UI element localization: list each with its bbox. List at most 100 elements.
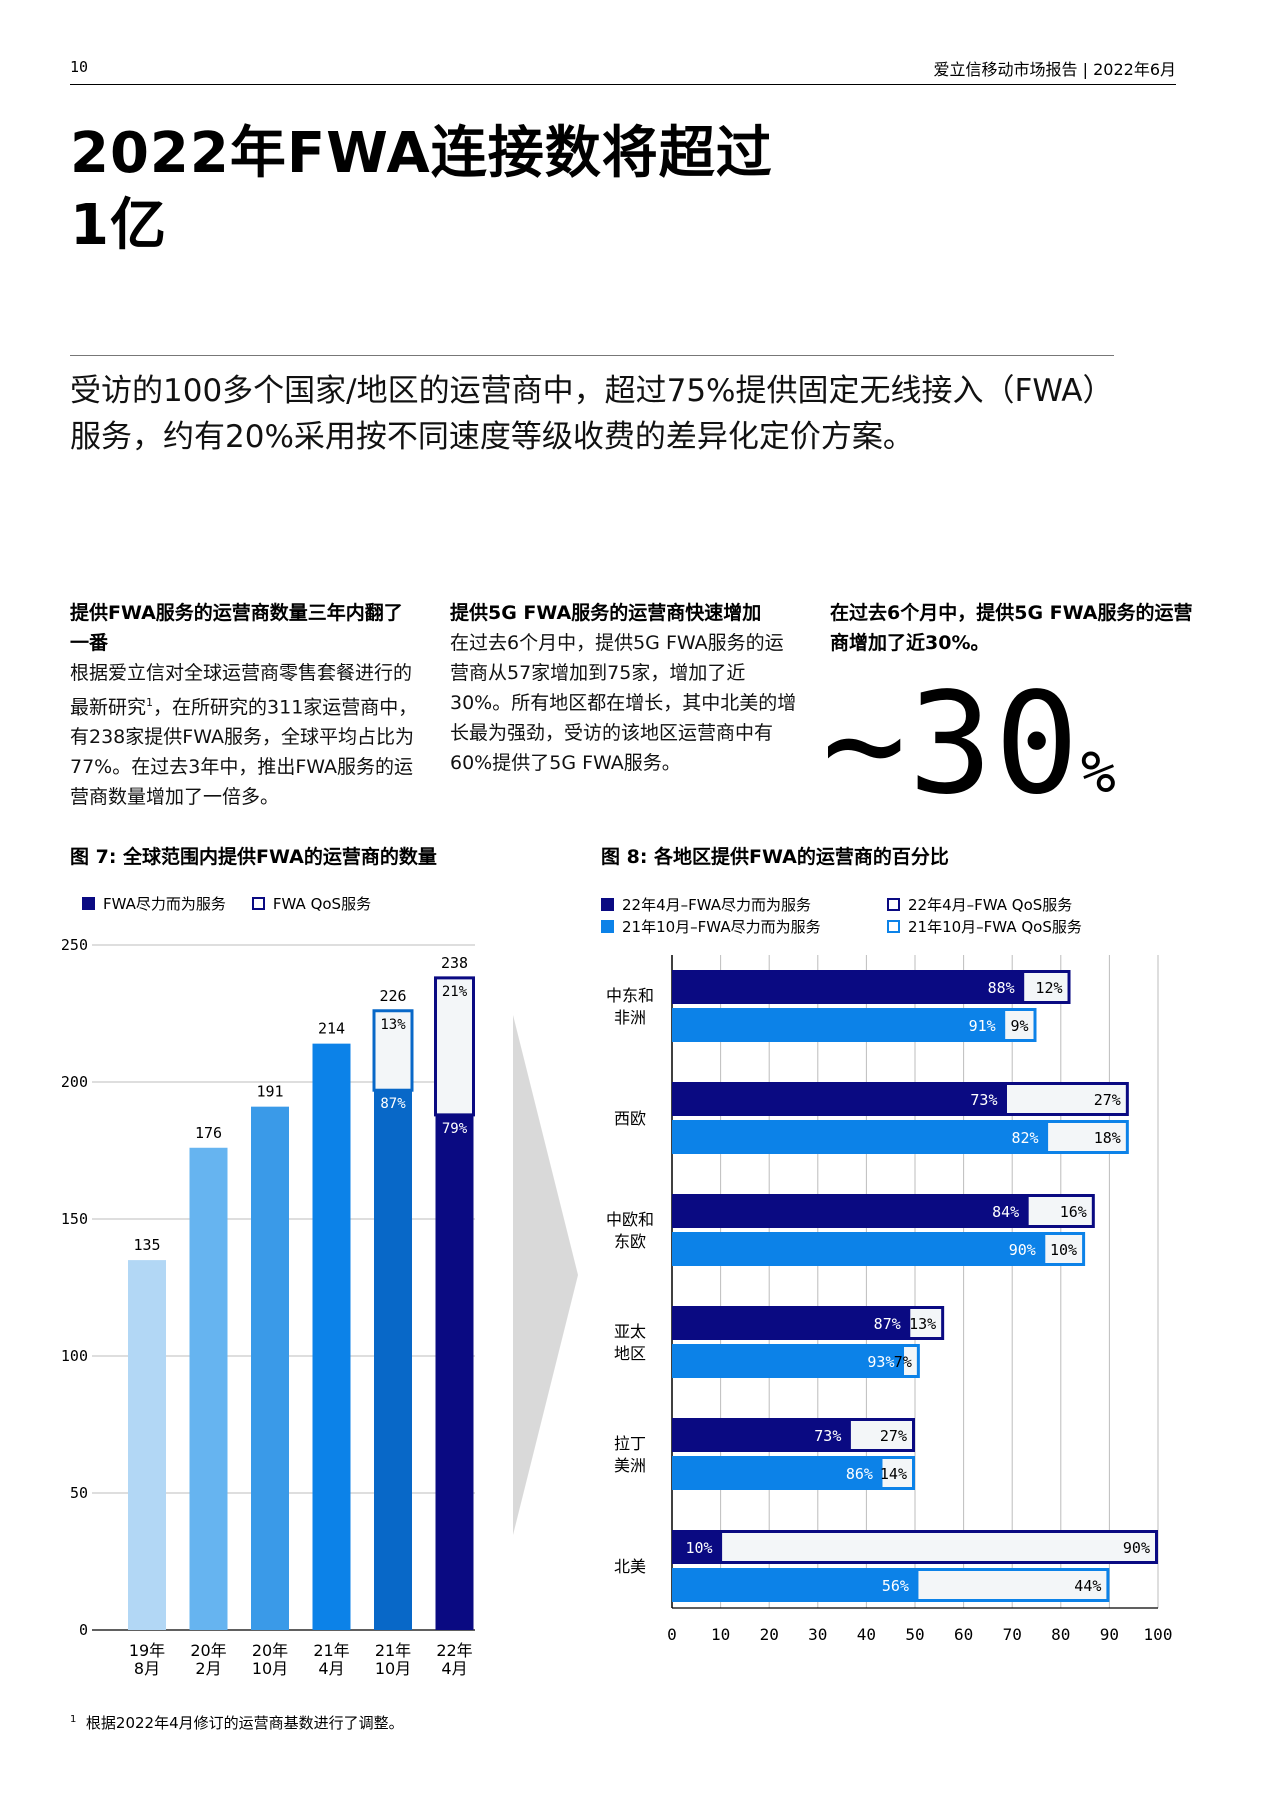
fig8-bar-best-effort [672,1194,1028,1228]
fig7-total-label: 226 [379,987,406,1005]
fig8-best-effort-pct-label: 87% [874,1315,901,1333]
fig7-ytick-label: 0 [79,1621,88,1639]
fig8-bar-best-effort [672,1568,917,1602]
stat-value: ~30 [822,663,1081,826]
fig8-qos-pct-label: 9% [1010,1017,1028,1035]
fig7-total-label: 191 [256,1083,283,1101]
stat-unit: % [1080,738,1118,806]
fig8-bar-qos [1021,970,1071,1004]
fig8-bar-best-effort [672,1344,903,1378]
fig8-category-label: 东欧 [614,1232,646,1251]
fig7-total-label: 238 [441,954,468,972]
fig7-category-label: 10月 [252,1659,288,1678]
legend-label-apr22-best-effort: 22年4月–FWA尽力而为服务 [622,895,812,914]
fig7-ytick-label: 150 [61,1210,88,1228]
fig7-category-label: 4月 [441,1659,467,1678]
fig7-bar-best-effort [128,1260,166,1630]
fig7-bar-best-effort [374,1090,412,1630]
fig8-qos-pct-label: 90% [1123,1539,1150,1557]
fig7-category-label: 21年 [313,1641,349,1660]
fig8-best-effort-pct-label: 10% [686,1539,713,1557]
fig8-xtick-label: 50 [905,1625,924,1644]
footnote: 1 根据2022年4月修订的运营商基数进行了调整。 [70,1712,404,1733]
fig7-best-effort-pct-label: 79% [442,1121,468,1137]
footnote-ref: 1 [146,696,154,709]
title-line-2: 1亿 [70,193,167,258]
fig8-category-label: 西欧 [614,1109,646,1128]
fig8-qos-pct-label: 18% [1094,1129,1121,1147]
fig7-category-label: 19年 [129,1641,165,1660]
figure-8-title: 图 8: 各地区提供FWA的运营商的百分比 [601,846,949,868]
legend-label-oct21-qos: 21年10月–FWA QoS服务 [908,917,1082,936]
fig8-bar-best-effort [672,1232,1044,1266]
fig7-total-label: 135 [133,1236,160,1254]
legend-label-best-effort: FWA尽力而为服务 [103,895,226,913]
fig7-category-label: 4月 [318,1659,344,1678]
fig7-category-label: 8月 [134,1659,160,1678]
fig7-category-label: 20年 [252,1641,288,1660]
fig7-category-label: 21年 [375,1641,411,1660]
fig8-category-label: 中东和 [606,986,654,1005]
fig7-total-label: 176 [195,1124,222,1142]
legend-swatch-qos [251,897,265,910]
page-title: 2022年FWA连接数将超过 1亿 [70,118,773,262]
fig8-xtick-label: 70 [1003,1625,1022,1644]
fig8-category-label: 北美 [614,1557,646,1576]
fig8-category-label: 亚太 [614,1322,646,1341]
fig8-xtick-label: 30 [808,1625,827,1644]
fig8-xtick-label: 20 [760,1625,779,1644]
fig7-ytick-label: 50 [70,1484,88,1502]
fig8-bar-qos [915,1568,1110,1602]
column-2-heading: 提供5G FWA服务的运营商快速增加 [450,602,762,624]
fig8-bar-best-effort [672,1008,1004,1042]
fig8-qos-pct-label: 27% [880,1427,907,1445]
fig7-category-label: 2月 [195,1659,221,1678]
connector-arrow-shape [513,1015,578,1535]
figure-8-legend: 22年4月–FWA尽力而为服务 22年4月–FWA QoS服务 21年10月–F… [601,893,1201,937]
fig8-bar-best-effort [672,1306,909,1340]
legend-swatch-apr22-best-effort [601,897,614,911]
fig8-qos-pct-label: 12% [1035,979,1062,997]
fig8-xtick-label: 40 [857,1625,876,1644]
fig8-best-effort-pct-label: 82% [1012,1129,1039,1147]
fig8-bar-best-effort [672,1120,1047,1154]
legend-swatch-apr22-qos [887,897,900,911]
legend-label-oct21-best-effort: 21年10月–FWA尽力而为服务 [622,917,821,936]
fig8-category-label: 拉丁 [614,1434,646,1453]
intro-text: 受访的100多个国家/地区的运营商中，超过75%提供固定无线接入（FWA）服务，… [70,373,1114,455]
fig8-best-effort-pct-label: 91% [969,1017,996,1035]
fig7-best-effort-pct-label: 87% [380,1096,406,1112]
fig8-bar-qos [907,1306,945,1340]
fig8-qos-pct-label: 44% [1074,1577,1101,1595]
fig8-xtick-label: 80 [1051,1625,1070,1644]
title-line-1: 2022年FWA连接数将超过 [70,121,773,186]
fig7-ytick-label: 250 [61,936,88,954]
footnote-mark: 1 [70,1714,77,1725]
fig8-qos-pct-label: 14% [880,1465,907,1483]
intro-rule [70,355,1114,356]
fig8-bar-qos [1045,1120,1129,1154]
fig7-bar-best-effort [312,1043,351,1630]
legend-swatch-best-effort [82,897,95,910]
fig8-category-label: 中欧和 [606,1210,654,1229]
fig8-bar-best-effort [672,970,1023,1004]
fig8-bar-qos [901,1344,920,1378]
fig8-qos-pct-label: 13% [909,1315,936,1333]
fig8-best-effort-pct-label: 90% [1009,1241,1036,1259]
fig8-bar-qos [719,1530,1158,1564]
fig8-xtick-label: 100 [1144,1625,1173,1644]
legend-swatch-oct21-qos [887,919,900,933]
fig8-qos-pct-label: 7% [894,1353,912,1371]
fig7-qos-pct-label: 13% [380,1017,406,1033]
column-3: 在过去6个月中，提供5G FWA服务的运营商增加了近30%。 [830,598,1200,658]
header-rule [70,84,1176,85]
fig7-total-label: 214 [318,1020,345,1038]
fig7-bar-best-effort [189,1147,228,1630]
fig8-xtick-label: 10 [711,1625,730,1644]
legend-swatch-oct21-best-effort [601,919,614,933]
fig7-category-label: 22年 [436,1641,472,1660]
fig8-bar-best-effort [672,1456,881,1490]
fig8-category-label: 地区 [614,1344,646,1363]
fig8-bar-qos [1042,1232,1086,1266]
